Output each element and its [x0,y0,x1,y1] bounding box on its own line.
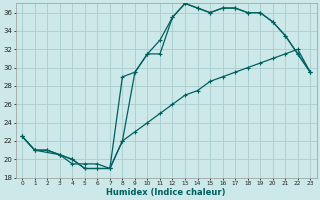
X-axis label: Humidex (Indice chaleur): Humidex (Indice chaleur) [107,188,226,197]
